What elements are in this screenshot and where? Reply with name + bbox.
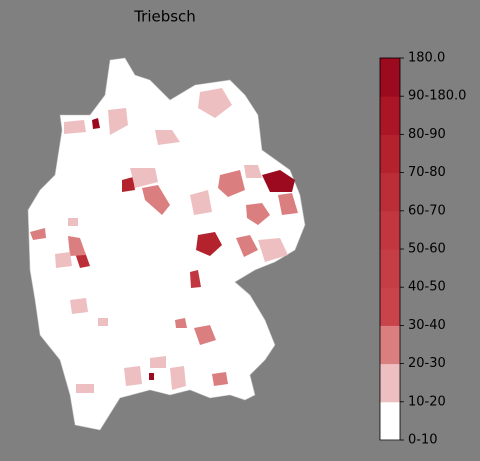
district [198, 88, 232, 118]
district [55, 252, 72, 268]
colorbar-frame [379, 57, 401, 441]
colorbar-label: 30-40 [408, 318, 446, 333]
district [130, 168, 158, 188]
district [258, 238, 288, 262]
district [76, 384, 94, 393]
colorbar-label: 10-20 [408, 394, 446, 409]
colorbar-segment [380, 249, 400, 288]
colorbar-label: 180.0 [408, 51, 445, 66]
colorbar-segment [380, 287, 400, 326]
district [170, 366, 186, 390]
colorbar-segment [380, 134, 400, 174]
district [278, 193, 298, 215]
district [155, 130, 180, 145]
district [124, 366, 142, 386]
district [68, 236, 86, 256]
colorbar-segment [380, 401, 400, 441]
district [262, 170, 295, 192]
district [218, 170, 245, 197]
district [246, 203, 270, 225]
colorbar-label: 20-30 [408, 356, 446, 371]
colorbar-segment [380, 58, 400, 97]
colorbar-label: 80-90 [408, 127, 446, 142]
district [236, 235, 258, 257]
districts [30, 88, 298, 393]
colorbar-label: 50-60 [408, 242, 446, 257]
district [68, 218, 78, 226]
district [92, 118, 100, 129]
colorbar-label: 40-50 [408, 280, 446, 295]
district [108, 108, 128, 135]
colorbar-segment [380, 172, 400, 212]
district [70, 298, 88, 314]
district [149, 373, 154, 380]
district [98, 318, 108, 326]
district [190, 270, 201, 288]
district [194, 325, 216, 345]
district [175, 318, 187, 328]
colorbar-label: 90-180.0 [408, 89, 466, 104]
district [196, 232, 222, 256]
map-title: Triebsch [133, 8, 196, 26]
district [64, 120, 86, 134]
district [244, 165, 262, 178]
district [212, 372, 228, 386]
colorbar-segment [380, 96, 400, 135]
district [30, 228, 46, 240]
colorbar-label: 70-80 [408, 165, 446, 180]
district [142, 185, 170, 215]
district [150, 356, 166, 368]
colorbar-label: 60-70 [408, 203, 446, 218]
country-outline [27, 57, 306, 431]
colorbar-label: 0-10 [408, 433, 438, 448]
colorbar-segment [380, 210, 400, 250]
colorbar-segment [380, 363, 400, 403]
colorbar-segment [380, 325, 400, 365]
district [190, 190, 212, 215]
district [122, 177, 135, 192]
